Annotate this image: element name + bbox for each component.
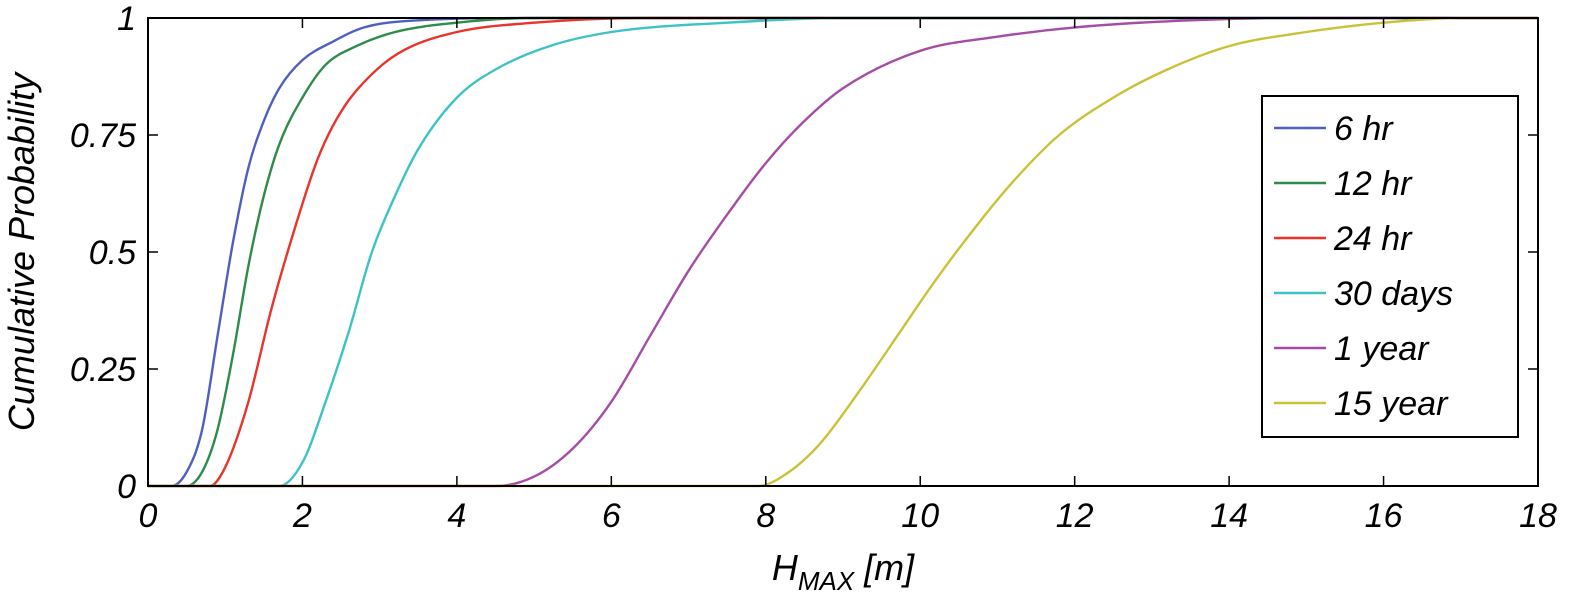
y-axis-label: Cumulative Probability bbox=[1, 71, 42, 431]
y-tick-label: 0.75 bbox=[70, 117, 136, 155]
x-axis-label-unit: [m] bbox=[854, 547, 915, 588]
tick-layer: 0 2 4 6 8 10 12 14 16 18 0 0.25 0.5 0.75 1 bbox=[70, 0, 1557, 535]
legend-label-0: 6 hr bbox=[1334, 110, 1394, 148]
x-tick-label: 12 bbox=[1056, 497, 1094, 535]
legend-label-5: 15 year bbox=[1334, 385, 1449, 423]
x-tick-label: 14 bbox=[1210, 497, 1248, 535]
legend-label-3: 30 days bbox=[1334, 275, 1453, 313]
y-tick-label: 0 bbox=[117, 468, 136, 506]
y-tick-label: 1 bbox=[117, 0, 136, 38]
legend-label-4: 1 year bbox=[1334, 330, 1430, 368]
y-tick-label: 0.5 bbox=[89, 234, 136, 272]
y-tick-label: 0.25 bbox=[70, 351, 136, 389]
x-axis-label-sub: MAX bbox=[798, 566, 856, 596]
x-axis-label-main: H bbox=[772, 547, 799, 588]
series-line-5 bbox=[148, 16, 1538, 488]
x-axis-label: HMAX [m] bbox=[772, 547, 915, 596]
x-tick-label: 0 bbox=[139, 497, 158, 535]
legend-box bbox=[1261, 95, 1519, 438]
legend: 6 hr 12 hr 24 hr 30 days 1 year 15 year bbox=[1261, 95, 1519, 438]
x-tick-label: 8 bbox=[756, 497, 775, 535]
x-tick-label: 4 bbox=[447, 497, 466, 535]
x-tick-label: 2 bbox=[292, 497, 312, 535]
x-tick-label: 18 bbox=[1519, 497, 1557, 535]
x-tick-label: 16 bbox=[1365, 497, 1403, 535]
legend-label-1: 12 hr bbox=[1334, 165, 1413, 203]
x-tick-label: 6 bbox=[602, 497, 621, 535]
series-line-4 bbox=[148, 16, 1538, 488]
legend-label-2: 24 hr bbox=[1333, 220, 1413, 258]
x-tick-label: 10 bbox=[901, 497, 939, 535]
